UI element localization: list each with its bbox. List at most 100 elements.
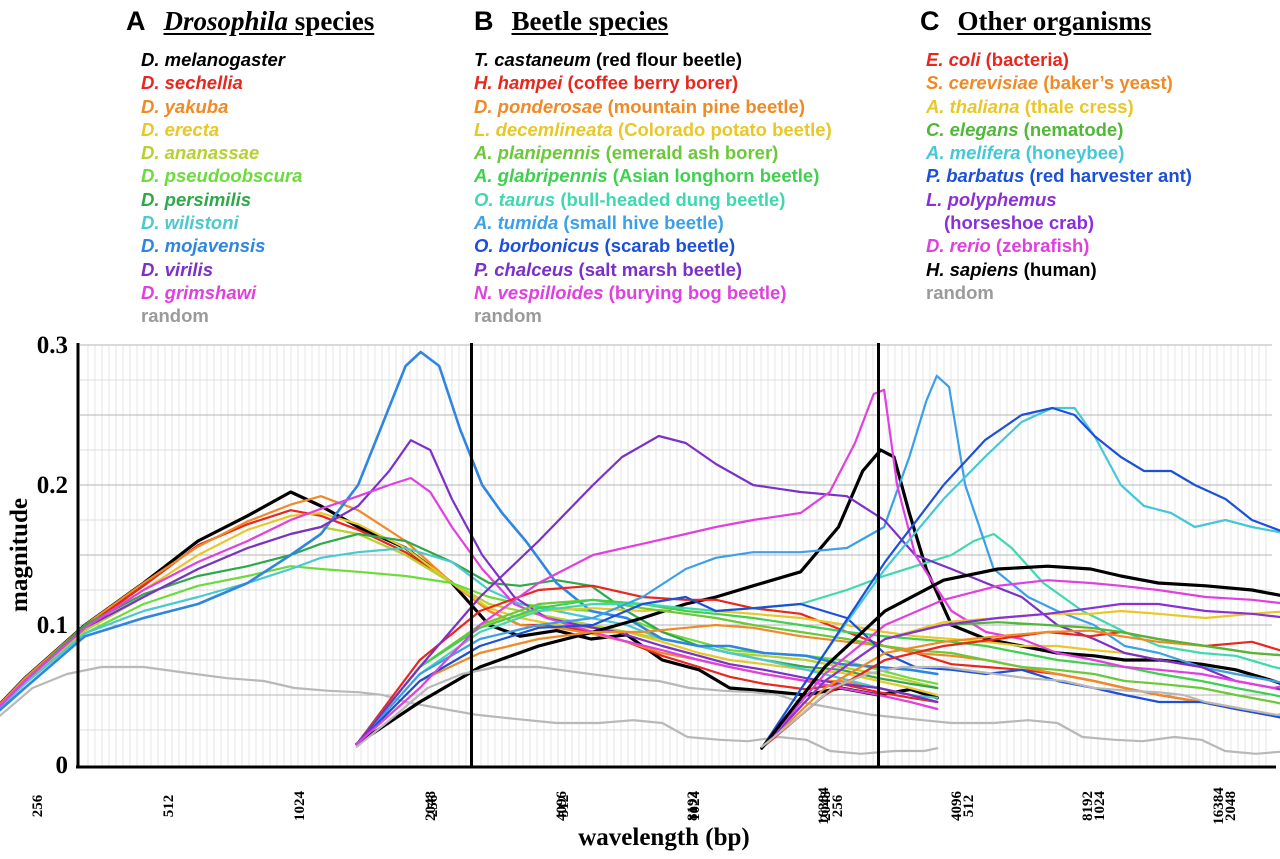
series-line-s-cerevisiae [760,629,1280,750]
x-tick-label: 4096 [949,791,965,822]
panel-a-title-rest: species [288,6,375,36]
panel-a-title: Drosophila species [164,6,375,37]
legend-species-name: D. sechellia [141,72,243,94]
legend-species-name: D. grimshawi [141,281,257,303]
legend-entry: A. glabripennis (Asian longhorn beetle) [474,164,832,187]
legend-species-name: D. erecta [141,118,220,140]
legend-entry: N. vespilloides (burying bog beetle) [474,281,832,304]
series-line-c-elegans [760,621,1280,750]
series-line-e-coli [760,630,1280,750]
x-tick-label: 512 [961,795,977,818]
panel-a-letter: A [126,6,146,36]
legend-entry: H. sapiens (human) [926,258,1192,281]
legend-common-name: random [141,305,209,327]
legend-species-name: H. sapiens [926,258,1019,280]
legend-species-name: A. glabripennis [474,165,608,187]
legend-entry: A. tumida (small hive beetle) [474,211,832,234]
series-line-random [355,665,1280,755]
legend-entry: E. coli (bacteria) [926,48,1192,71]
legend-species-name: N. vespilloides [474,281,604,303]
legend-entry: D. sechellia [141,71,302,94]
legend-species-name: D. mojavensis [141,235,266,257]
legend-species-name: D. wilistoni [141,212,239,234]
legend-species-name: H. hampei [474,72,563,94]
legend-entry: D. mojavensis [141,234,302,257]
x-tick-label: 8192 [1080,791,1096,821]
legend-entry-continuation: (horseshoe crab) [944,212,1095,234]
legend-species-name: S. cerevisiae [926,72,1039,94]
legend-common-name: (honeybee) [1020,142,1125,164]
panel-a-title-italic: Drosophila [163,6,289,36]
legend-common-name: (red flour beetle) [590,49,742,70]
legend-entry: T. castaneum (red flour beetle) [474,48,832,71]
x-tick-label: 2048 [1223,791,1239,821]
legend-species-name: A. melifera [926,142,1021,164]
panel-b-heading: B Beetle species [474,6,668,40]
legend-common-name: (salt marsh beetle) [573,258,743,280]
legend-entry: random [474,304,832,327]
x-tick-label: 512 [556,795,572,818]
panel-c-letter: C [920,6,940,36]
legend-panel-b: T. castaneum (red flour beetle) H. hampei… [474,48,832,328]
legend-panel-c: E. coli (bacteria) S. cerevisiae (baker’s… [926,48,1192,304]
y-tick-label: 0 [56,752,69,779]
series-line-a-glabripennis [355,598,1280,746]
legend-entry: D. pseudoobscura [141,164,302,187]
series-line-a-tumida [355,374,1280,746]
legend-common-name: (mountain pine beetle) [602,95,805,117]
y-axis-title: magnitude [6,498,33,612]
legend-entry: D. persimilis [141,188,302,211]
legend-common-name: (zebrafish) [990,235,1090,257]
legend-common-name: (bacteria) [980,49,1069,70]
legend-common-name: (small hive beetle) [558,212,724,234]
legend-entry: P. barbatus (red harvester ant) [926,164,1192,187]
legend-entry: D. melanogaster [141,48,302,71]
legend-entry: D. grimshawi [141,281,302,304]
x-tick-label: 256 [425,794,441,817]
legend-species-name: O. taurus [474,188,556,210]
series-line-a-melifera [760,406,1280,750]
legend-species-name: E. coli [926,49,981,70]
legend-entry: H. hampei (coffee berry borer) [474,71,832,94]
x-tick-label: 2048 [818,791,834,821]
legend-common-name: (baker’s yeast) [1038,72,1173,94]
x-axis-title: wavelength (bp) [578,824,750,851]
legend-common-name: (red harvester ant) [1024,165,1192,187]
series-line-h-sapiens [760,564,1280,750]
x-tick-label: 16384 [816,787,832,825]
legend-species-name: L. decemlineata [474,118,613,140]
legend-entry: D. ananassae [141,141,302,164]
series-line-p-barbatus [760,406,1280,750]
legend-species-name: T. castaneum [474,49,591,70]
legend-panel-a: D. melanogaster D. sechellia D. yakuba D. e… [141,48,302,328]
legend-entry: D. yakuba [141,95,302,118]
series-line-d-persimilis [0,532,939,708]
x-tick-label: 256 [30,794,46,817]
x-tick-label: 2048 [423,791,439,821]
legend-species-name: A. thaliana [926,95,1020,117]
legend-species-name: L. polyphemus [926,188,1057,210]
legend-common-name: (nematode) [1018,118,1124,140]
legend-species-name: A. tumida [474,212,559,234]
series-line-d-sechellia [0,509,939,708]
legend-entry: random [926,281,1192,304]
legend-common-name: (coffee berry borer) [562,72,739,94]
x-tick-label: 1024 [1092,791,1108,822]
series-line-random [760,665,1280,748]
x-tick-label: 1024 [292,791,308,822]
panel-c-title: Other organisms [957,6,1152,36]
x-tick-label: 4096 [554,791,570,822]
legend-entry: O. taurus (bull-headed dung beetle) [474,188,832,211]
series-line-d-rerio [760,579,1280,750]
series-line-d-grimshawi [0,476,939,711]
legend-entry: D. rerio (zebrafish) [926,234,1192,257]
series-line-l-polyphemus [760,602,1280,750]
legend-entry: C. elegans (nematode) [926,118,1192,141]
legend-common-name: (Colorado potato beetle) [612,118,832,140]
x-tick-label: 16384 [1211,787,1227,825]
series-line-d-mojavensis [0,350,939,712]
panel-b-title: Beetle species [511,6,669,36]
y-tick-label: 0.1 [37,612,68,639]
series-line-d-erecta [0,511,939,708]
